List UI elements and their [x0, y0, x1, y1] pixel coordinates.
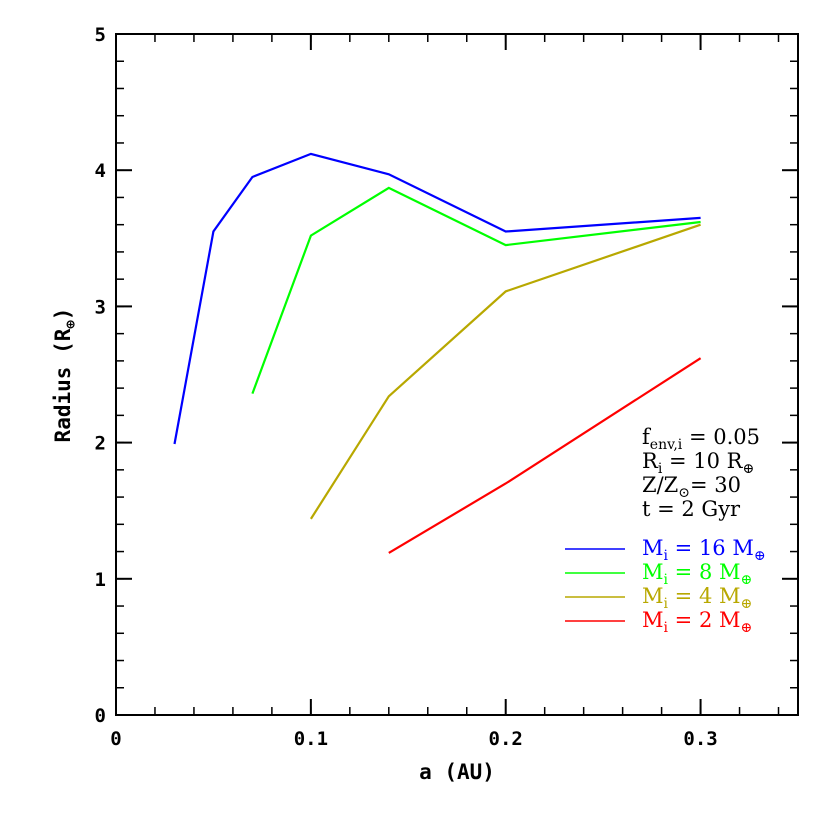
series-line [309, 223, 701, 520]
x-axis-label: a (AU) [419, 760, 495, 784]
series-line [251, 186, 701, 394]
annotation-line: t = 2 Gyr [642, 497, 741, 521]
legend: Mi = 16 M⊕Mi = 8 M⊕Mi = 4 M⊕Mi = 2 M⊕ [565, 536, 766, 636]
x-tick-label: 0.1 [294, 728, 328, 750]
legend-label: Mi = 8 M⊕ [642, 560, 752, 588]
annotation-line: fenv,i = 0.05 [642, 425, 760, 453]
y-tick-label: 3 [95, 296, 106, 318]
series-lines [173, 152, 702, 554]
series-line [388, 357, 702, 554]
tick-labels: 0 0.1 0.2 0.3 0 1 2 3 4 5 [95, 24, 718, 750]
axis-ticks [115, 33, 798, 716]
series-line [173, 152, 701, 445]
y-tick-label: 1 [95, 569, 106, 591]
y-tick-label: 4 [95, 160, 106, 182]
legend-label: Mi = 2 M⊕ [642, 608, 752, 636]
y-tick-label: 0 [95, 705, 106, 727]
y-axis-label: Radius (R⊕) [51, 308, 79, 443]
plot-frame [115, 33, 799, 716]
legend-label: Mi = 4 M⊕ [642, 584, 752, 612]
y-tick-label: 2 [95, 433, 106, 455]
x-tick-label: 0.3 [683, 728, 717, 750]
x-tick-label: 0.2 [489, 728, 523, 750]
y-tick-label: 5 [95, 24, 106, 46]
legend-label: Mi = 16 M⊕ [642, 536, 766, 564]
x-tick-label: 0 [110, 728, 121, 750]
annotation-line: Ri = 10 R⊕ [642, 449, 754, 477]
annotation-line: Z/Z⊙= 30 [642, 473, 741, 501]
